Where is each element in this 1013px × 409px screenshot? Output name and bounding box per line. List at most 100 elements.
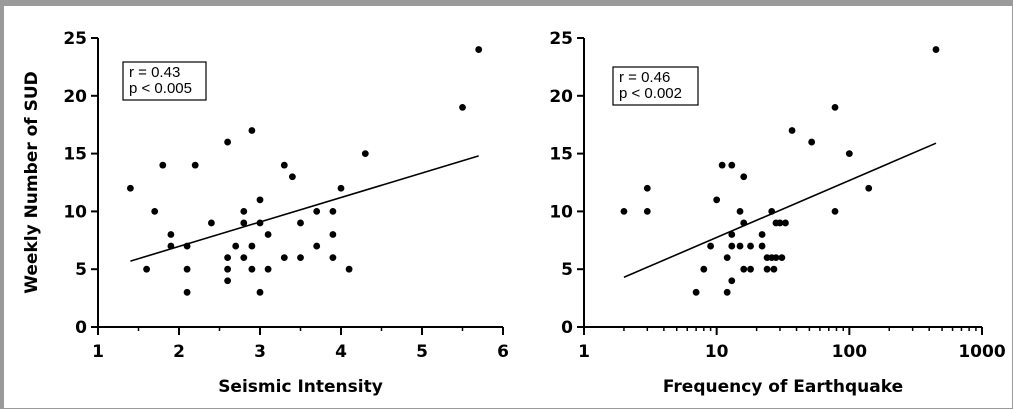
data-point: [723, 288, 731, 296]
y-tick-label: 25: [63, 29, 87, 49]
data-point: [713, 196, 721, 204]
data-point: [361, 150, 369, 158]
data-point: [620, 208, 628, 215]
data-point: [740, 265, 748, 273]
data-point: [778, 254, 786, 262]
data-point: [151, 208, 159, 215]
data-point: [692, 288, 700, 296]
x-tick-label: 3: [254, 342, 266, 362]
data-point: [728, 231, 736, 238]
correlation-label: r = 0.46: [619, 69, 670, 86]
y-tick-label: 20: [549, 87, 573, 107]
data-point: [728, 242, 736, 250]
data-point: [758, 231, 766, 238]
data-point: [782, 219, 789, 227]
data-point: [167, 231, 175, 238]
x-axis-label: Seismic Intensity: [218, 377, 383, 397]
correlation-label: r = 0.43: [129, 64, 180, 81]
data-point: [183, 242, 191, 250]
data-point: [264, 265, 272, 273]
p-value-label: p < 0.005: [129, 80, 192, 97]
data-point: [159, 161, 167, 169]
data-point: [248, 265, 256, 273]
x-tick-label: 5: [416, 342, 428, 362]
data-point: [747, 242, 754, 250]
data-point: [475, 46, 483, 53]
data-point: [845, 150, 853, 158]
data-point: [183, 265, 191, 273]
data-point: [256, 288, 264, 296]
data-point: [740, 219, 748, 227]
x-tick-label: 1: [578, 342, 590, 362]
y-axis-label: Weekly Number of SUD: [22, 71, 42, 294]
data-point: [313, 242, 321, 250]
data-point: [224, 277, 232, 285]
data-point: [208, 219, 215, 227]
data-point: [707, 242, 714, 250]
x-tick-label: 1000: [958, 342, 1005, 362]
data-point: [776, 219, 784, 227]
data-point: [280, 161, 288, 169]
data-point: [758, 242, 766, 250]
data-point: [143, 265, 151, 273]
data-point: [248, 242, 256, 250]
data-point: [248, 127, 256, 134]
data-point: [240, 208, 248, 215]
stats-box: [122, 61, 207, 101]
data-point: [643, 184, 651, 192]
data-point: [224, 138, 232, 146]
data-point: [723, 254, 731, 262]
y-tick-label: 5: [561, 260, 573, 280]
data-point: [932, 46, 940, 53]
data-point: [224, 265, 232, 273]
data-point: [240, 219, 248, 227]
data-point: [740, 173, 748, 181]
data-point: [643, 208, 651, 215]
data-point: [700, 265, 708, 273]
data-point: [728, 161, 736, 169]
x-tick-label: 1: [92, 342, 104, 362]
data-point: [280, 254, 288, 262]
y-tick-label: 25: [549, 29, 573, 49]
data-point: [865, 184, 873, 192]
data-point: [718, 161, 726, 169]
data-point: [183, 288, 191, 296]
data-point: [728, 277, 736, 285]
data-point: [763, 265, 771, 273]
y-tick-label: 15: [63, 145, 87, 165]
regression-line: [130, 155, 479, 262]
data-point: [256, 196, 264, 204]
data-point: [772, 254, 780, 262]
data-point: [747, 265, 754, 273]
data-point: [191, 161, 199, 169]
data-point: [329, 208, 337, 215]
data-point: [126, 184, 134, 192]
data-point: [736, 242, 744, 250]
x-tick-label: 2: [173, 342, 185, 362]
data-point: [329, 254, 337, 262]
data-point: [313, 208, 321, 215]
data-point: [240, 254, 248, 262]
data-point: [788, 127, 796, 134]
regression-line: [623, 142, 937, 279]
data-point: [831, 208, 839, 215]
x-tick-label: 4: [335, 342, 347, 362]
y-tick-label: 15: [549, 145, 573, 165]
data-point: [770, 265, 778, 273]
data-point: [297, 219, 304, 227]
chart-panel-2: 0 5 10 15 20 25 1 10 100 1000 Frequency of Earthqu…: [549, 29, 1005, 397]
data-point: [459, 103, 466, 111]
y-tick-label: 0: [75, 318, 87, 338]
data-point: [808, 138, 816, 146]
data-point: [232, 242, 240, 250]
y-tick-label: 10: [63, 202, 87, 222]
x-tick-label: 6: [497, 342, 509, 362]
y-tick-label: 10: [549, 202, 573, 222]
x-tick-label: 10: [705, 342, 729, 362]
data-point: [224, 254, 232, 262]
data-point: [256, 219, 264, 227]
data-point: [264, 231, 272, 238]
data-point: [736, 208, 744, 215]
data-point: [768, 208, 776, 215]
